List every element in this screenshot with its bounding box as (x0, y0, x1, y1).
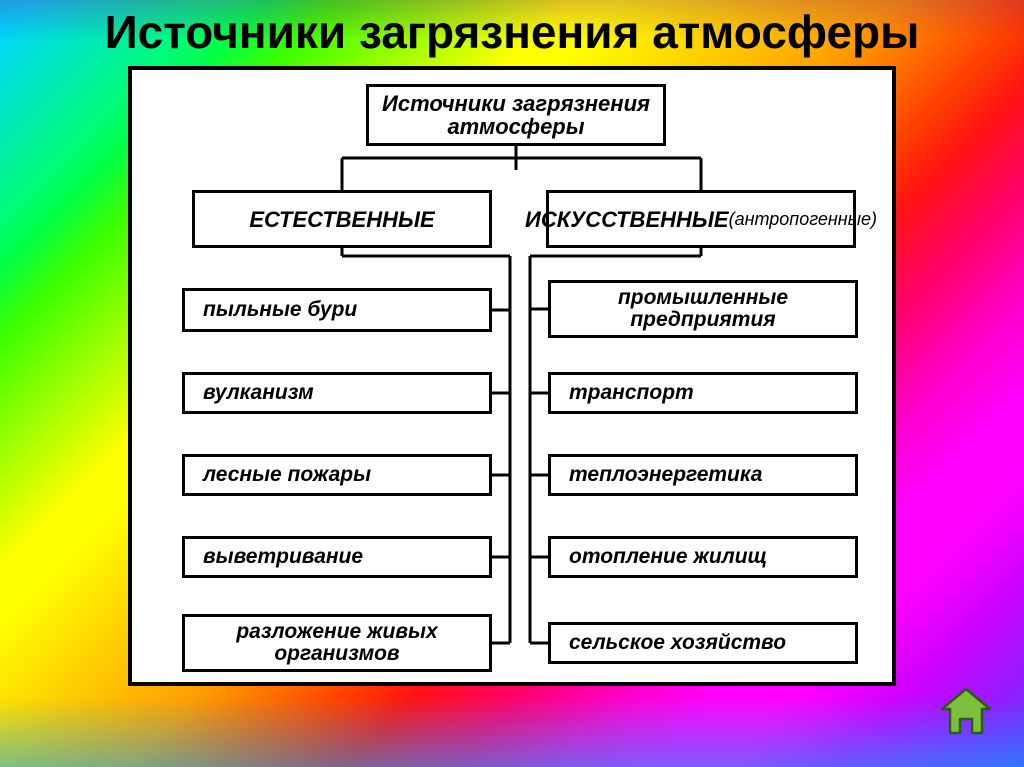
item-industry: промышленные предприятия (548, 280, 858, 338)
item-dust: пыльные бури (182, 288, 492, 332)
root-box: Источники загрязненияатмосферы (366, 84, 666, 146)
item-agri: сельское хозяйство (548, 622, 858, 664)
item-energy: теплоэнергетика (548, 454, 858, 496)
category-artificial: ИСКУССТВЕННЫЕ(антропогенные) (546, 190, 856, 248)
item-volcano: вулканизм (182, 372, 492, 414)
slide-title: Источники загрязнения атмосферы (105, 8, 920, 56)
diagram-content: Источники загрязненияатмосферы ЕСТЕСТВЕНН… (132, 70, 892, 682)
item-weather: выветривание (182, 536, 492, 578)
item-heating: отопление жилищ (548, 536, 858, 578)
slide: Источники загрязнения атмосферы Источник… (0, 0, 1024, 767)
diagram-frame: Источники загрязненияатмосферы ЕСТЕСТВЕНН… (128, 66, 896, 686)
category-natural: ЕСТЕСТВЕННЫЕ (192, 190, 492, 248)
item-decomp: разложение живых организмов (182, 614, 492, 672)
item-fires: лесные пожары (182, 454, 492, 496)
item-transport: транспорт (548, 372, 858, 414)
